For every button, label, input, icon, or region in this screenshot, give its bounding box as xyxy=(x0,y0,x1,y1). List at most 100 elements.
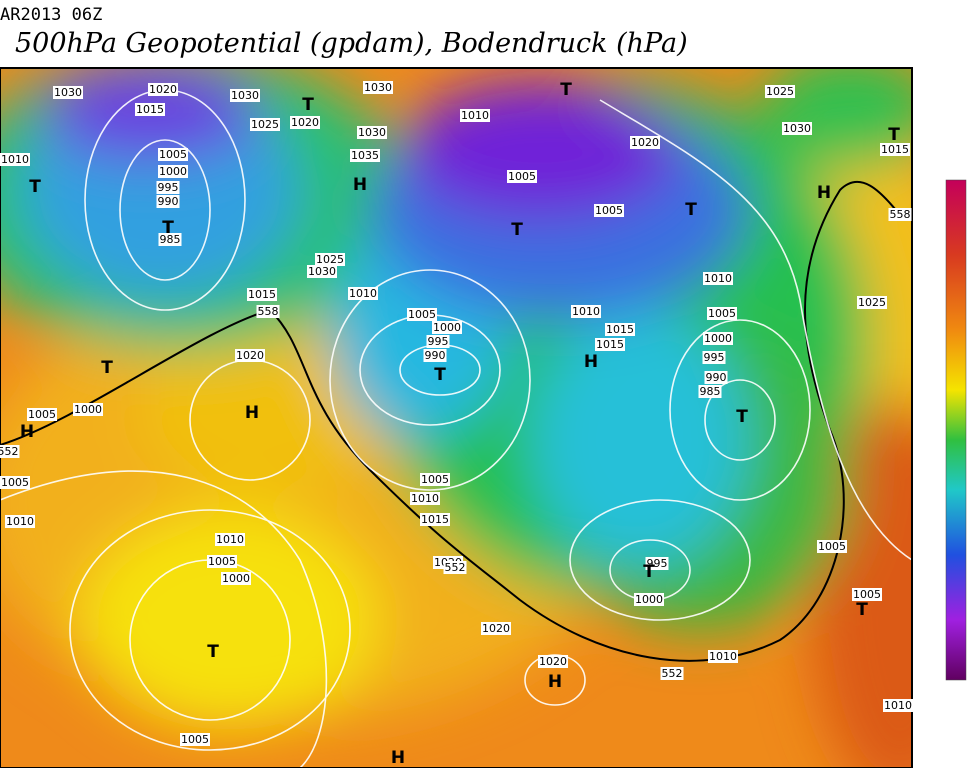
label-box xyxy=(73,403,103,416)
isobar-label: 1025 xyxy=(858,296,886,309)
pressure-center: T xyxy=(162,218,174,238)
pressure-center: H xyxy=(245,403,259,423)
label-box xyxy=(350,149,380,162)
isobar-label: 1010 xyxy=(709,650,737,663)
isobar-label: 1015 xyxy=(881,143,909,156)
label-box xyxy=(507,170,537,183)
isobar-label: 1000 xyxy=(222,572,250,585)
isobar-label: 1025 xyxy=(316,253,344,266)
colorbar xyxy=(945,179,967,681)
pressure-center: H xyxy=(20,422,34,442)
label-box xyxy=(460,109,490,122)
isobar-label: 1005 xyxy=(208,555,236,568)
isobar-label: 1015 xyxy=(248,288,276,301)
label-box xyxy=(698,385,722,398)
isobar-label: 1020 xyxy=(539,655,567,668)
isobar-label: 1015 xyxy=(596,338,624,351)
label-box xyxy=(595,338,625,351)
pressure-center: T xyxy=(856,600,868,620)
label-box xyxy=(315,253,345,266)
label-box xyxy=(27,408,57,421)
isobar-label: 1030 xyxy=(308,265,336,278)
pressure-center: T xyxy=(643,562,655,582)
label-box xyxy=(888,208,912,221)
isobar-label: 1020 xyxy=(149,83,177,96)
pressure-center: T xyxy=(101,358,113,378)
isobar-label: 995 xyxy=(428,335,449,348)
label-box xyxy=(707,307,737,320)
pressure-center: T xyxy=(511,220,523,240)
label-box xyxy=(645,557,669,570)
pressure-center: T xyxy=(302,95,314,115)
label-box xyxy=(290,116,320,129)
isobar-label: 985 xyxy=(700,385,721,398)
label-box xyxy=(215,533,245,546)
label-box xyxy=(852,588,882,601)
isobar-label: 1015 xyxy=(136,103,164,116)
label-box xyxy=(156,195,180,208)
label-box xyxy=(156,181,180,194)
pressure-center: H xyxy=(353,175,367,195)
label-box xyxy=(703,332,733,345)
isobar-label: 1010 xyxy=(1,153,29,166)
pressure-center: T xyxy=(736,407,748,427)
isobar-label: 1010 xyxy=(349,287,377,300)
pressure-center: T xyxy=(685,200,697,220)
label-box xyxy=(148,83,178,96)
label-box xyxy=(0,445,20,458)
label-box xyxy=(53,86,83,99)
isobar-label: 1030 xyxy=(54,86,82,99)
isobar-label: 1000 xyxy=(635,593,663,606)
label-box xyxy=(817,540,847,553)
label-box xyxy=(407,308,437,321)
isobar-label: 1005 xyxy=(181,733,209,746)
label-box xyxy=(481,622,511,635)
isobar-label: 1015 xyxy=(421,513,449,526)
isobar-label: 552 xyxy=(445,561,466,574)
label-box xyxy=(0,153,30,166)
label-box xyxy=(0,476,30,489)
isobar-label: 1010 xyxy=(572,305,600,318)
isobar-label: 1020 xyxy=(291,116,319,129)
isobar-label: 1025 xyxy=(251,118,279,131)
isobar-label: 1005 xyxy=(508,170,536,183)
isobar-label: 1005 xyxy=(28,408,56,421)
label-box xyxy=(660,667,684,680)
map-title: 500hPa Geopotential (gpdam), Bodendruck … xyxy=(15,28,688,59)
isobar-label: 985 xyxy=(160,233,181,246)
label-box xyxy=(158,233,182,246)
label-box xyxy=(158,148,188,161)
isobar-label: 1020 xyxy=(236,349,264,362)
pressure-center: T xyxy=(29,177,41,197)
label-box xyxy=(704,371,728,384)
date-label: AR2013 06Z xyxy=(0,5,102,25)
label-box xyxy=(135,103,165,116)
isobar-label: 995 xyxy=(158,181,179,194)
label-box xyxy=(634,593,664,606)
isobar-label: 995 xyxy=(647,557,668,570)
isobar-label: 1005 xyxy=(853,588,881,601)
label-box xyxy=(250,118,280,131)
isobar-label: 1000 xyxy=(159,165,187,178)
label-box xyxy=(5,515,35,528)
label-box xyxy=(880,143,910,156)
isobar-label: 552 xyxy=(662,667,683,680)
pressure-center: T xyxy=(434,365,446,385)
isobar-label: 1030 xyxy=(364,81,392,94)
isobar-label: 1020 xyxy=(631,136,659,149)
label-box xyxy=(538,655,568,668)
isobar-label: 1000 xyxy=(74,403,102,416)
label-box xyxy=(443,561,467,574)
isobar-label: 1005 xyxy=(1,476,29,489)
label-box xyxy=(363,81,393,94)
isobar-label: 1015 xyxy=(606,323,634,336)
label-box xyxy=(765,85,795,98)
label-box xyxy=(703,272,733,285)
label-box xyxy=(256,305,280,318)
isobar-label: 1010 xyxy=(411,492,439,505)
pressure-center: H xyxy=(817,183,831,203)
label-box xyxy=(423,349,447,362)
isobar-label: 1020 xyxy=(482,622,510,635)
label-box xyxy=(247,288,277,301)
